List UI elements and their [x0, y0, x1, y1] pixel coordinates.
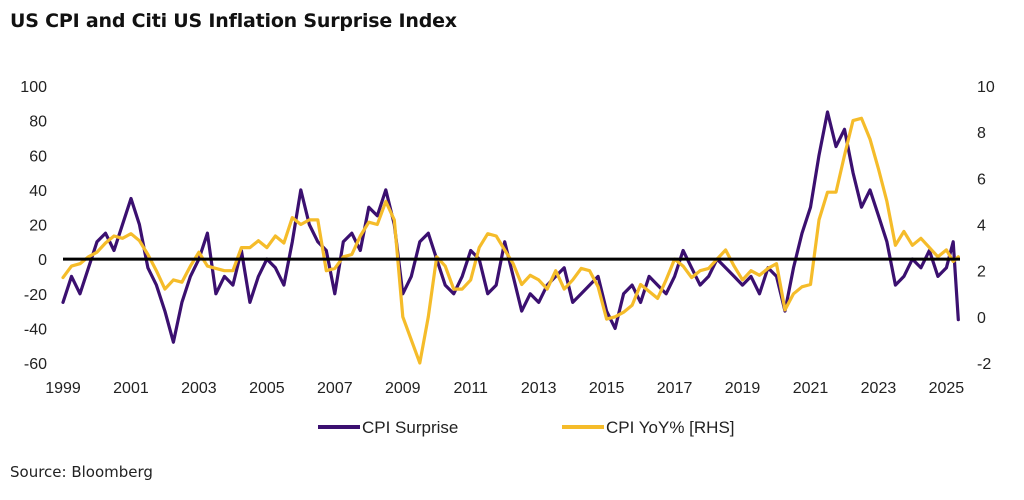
legend-label-cpi-surprise: CPI Surprise	[362, 418, 458, 437]
x-tick-label: 2017	[657, 380, 693, 397]
left-tick-label: 100	[20, 79, 47, 96]
x-tick-label: 2005	[249, 380, 285, 397]
x-tick-label: 2001	[113, 380, 149, 397]
series-lines	[61, 110, 960, 365]
chart-title: US CPI and Citi US Inflation Surprise In…	[10, 10, 457, 32]
x-tick-label: 2011	[454, 380, 489, 397]
x-tick-label: 2021	[793, 380, 829, 397]
x-tick-label: 2025	[929, 380, 965, 397]
series-line-cpi-surprise	[61, 110, 960, 344]
x-tick-label: 1999	[45, 380, 81, 397]
left-tick-label: 0	[38, 252, 47, 269]
x-tick-label: 2007	[317, 380, 353, 397]
right-tick-label: 6	[977, 171, 986, 188]
right-tick-label: 0	[977, 310, 986, 327]
right-tick-label: 10	[977, 79, 995, 96]
legend: CPI Surprise CPI YoY% [RHS]	[318, 418, 735, 437]
left-tick-label: 20	[29, 218, 47, 235]
x-tick-label: 2009	[385, 380, 421, 397]
right-tick-label: 2	[977, 264, 986, 281]
left-tick-label: 60	[29, 148, 47, 165]
left-axis-ticks: 100 80 60 40 20 0 -20 -40 -60	[20, 79, 47, 373]
source-note: Source: Bloomberg	[10, 463, 153, 481]
series-line-cpi-yoy	[61, 116, 960, 365]
x-axis-ticks: 1999 2001 2003 2005 2007 2009 2011 2013 2015 2017…	[45, 380, 964, 397]
x-tick-label: 2013	[521, 380, 557, 397]
x-tick-label: 2003	[181, 380, 217, 397]
left-tick-label: 80	[29, 114, 47, 131]
x-tick-label: 2019	[725, 380, 761, 397]
x-tick-label: 2015	[589, 380, 625, 397]
right-tick-label: 4	[977, 218, 986, 235]
right-tick-label: 8	[977, 125, 986, 142]
right-tick-label: -2	[977, 356, 991, 373]
left-tick-label: 40	[29, 183, 47, 200]
right-axis-ticks: 10 8 6 4 2 0 -2	[977, 79, 995, 373]
left-tick-label: -60	[24, 356, 47, 373]
legend-label-cpi-yoy: CPI YoY% [RHS]	[606, 418, 735, 437]
left-tick-label: -20	[24, 287, 47, 304]
x-tick-label: 2023	[861, 380, 897, 397]
left-tick-label: -40	[24, 321, 47, 338]
